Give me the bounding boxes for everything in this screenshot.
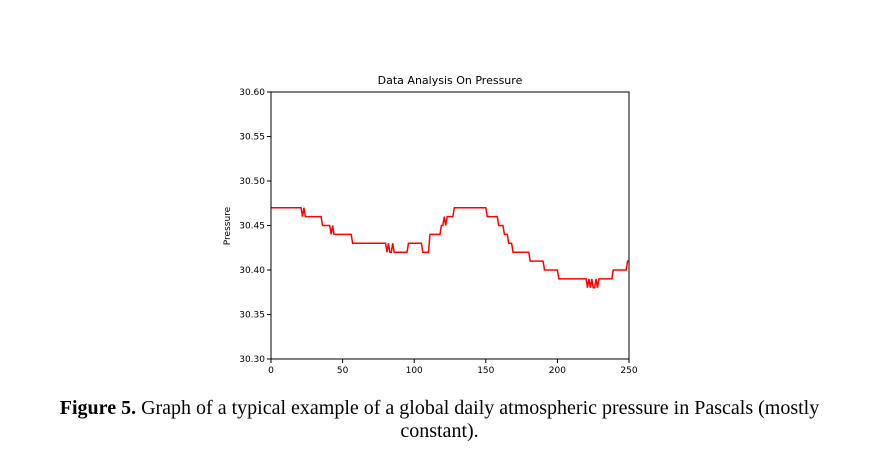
x-tick-label: 100 xyxy=(406,366,423,376)
x-axis-ticks: 0 50 100 150 200 250 xyxy=(268,359,638,376)
pressure-chart: Data Analysis On Pressure Pressure 0 50 10… xyxy=(223,74,638,376)
y-tick-label: 30.35 xyxy=(239,311,265,321)
chart-title: Data Analysis On Pressure xyxy=(378,74,523,87)
y-tick-label: 30.60 xyxy=(239,88,265,98)
figure-caption-text: Graph of a typical example of a global d… xyxy=(136,397,820,442)
figure-caption: Figure 5. Graph of a typical example of … xyxy=(20,397,859,443)
x-tick-label: 50 xyxy=(337,366,349,376)
y-tick-label: 30.40 xyxy=(239,266,265,276)
y-axis-ticks: 30.30 30.35 30.40 30.45 30.50 30.55 30.60 xyxy=(239,88,271,365)
y-tick-label: 30.55 xyxy=(239,133,265,143)
x-tick-label: 150 xyxy=(477,366,494,376)
series-line xyxy=(271,206,629,289)
plot-area-frame xyxy=(270,91,630,360)
y-tick-label: 30.30 xyxy=(239,355,265,365)
y-tick-label: 30.50 xyxy=(239,177,265,187)
y-tick-label: 30.45 xyxy=(239,222,265,232)
x-tick-label: 200 xyxy=(549,366,566,376)
y-axis-label: Pressure xyxy=(223,206,233,245)
figure-label: Figure 5. xyxy=(59,397,137,419)
x-tick-label: 0 xyxy=(268,366,274,376)
x-tick-label: 250 xyxy=(620,366,637,376)
